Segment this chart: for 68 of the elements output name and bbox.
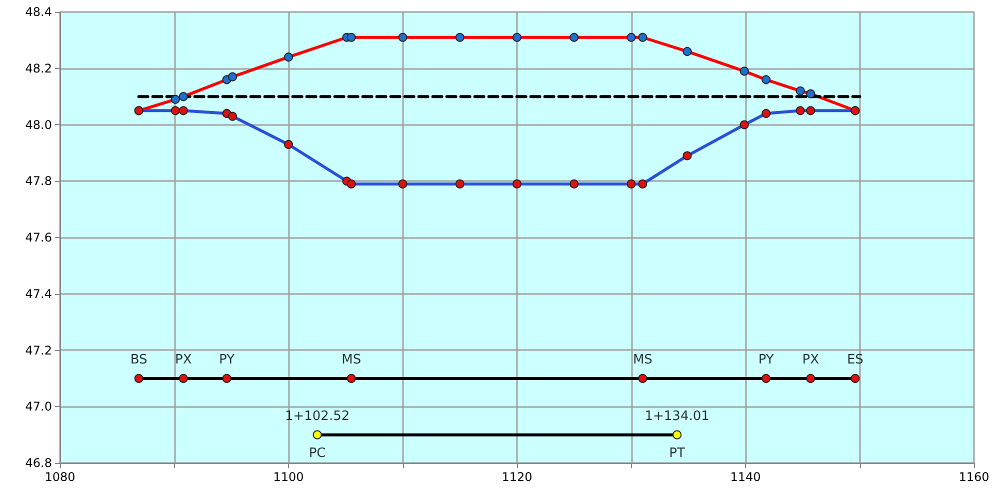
point — [284, 52, 293, 62]
y-tick-label: 47.2 — [25, 343, 52, 358]
point — [762, 374, 771, 383]
point — [570, 179, 579, 188]
point — [222, 374, 232, 383]
y-tick-label: 47.8 — [25, 174, 52, 188]
point — [228, 112, 238, 121]
point — [346, 179, 356, 188]
point — [638, 374, 648, 383]
annotation: BS — [130, 352, 148, 368]
point — [762, 75, 771, 84]
x-tick-label: 1140 — [730, 470, 761, 484]
point — [455, 32, 464, 42]
point — [512, 179, 522, 188]
x-tick-label: 1080 — [44, 470, 76, 484]
point — [134, 374, 144, 383]
point — [228, 72, 238, 82]
point — [178, 92, 188, 102]
point — [455, 179, 464, 188]
annotation: PY — [219, 352, 235, 368]
point — [170, 106, 180, 116]
point — [626, 179, 636, 188]
point — [398, 179, 408, 188]
annotation: 1+134.01 — [644, 408, 710, 424]
x-tick-label: 1160 — [958, 470, 990, 484]
point — [806, 89, 816, 98]
annotation: MS — [632, 352, 652, 368]
annotation: PX — [175, 352, 192, 368]
point — [178, 374, 188, 383]
annotation: PT — [669, 446, 686, 461]
y-tick-label: 47.4 — [25, 286, 52, 301]
y-tick-label: 47.0 — [25, 400, 52, 414]
annotation: MS — [342, 352, 362, 368]
point — [638, 32, 648, 42]
point — [398, 32, 408, 42]
x-tick-label: 1100 — [273, 470, 304, 484]
point — [796, 106, 805, 116]
point — [672, 430, 682, 440]
x-tick-label: 1120 — [502, 470, 532, 484]
point — [312, 430, 322, 440]
point — [740, 66, 749, 76]
point — [512, 32, 522, 42]
point — [346, 374, 356, 383]
point — [806, 374, 816, 383]
point — [638, 179, 648, 188]
point — [806, 106, 816, 116]
point — [570, 32, 579, 42]
point — [682, 151, 692, 160]
point — [170, 94, 180, 104]
point — [850, 374, 860, 383]
point — [626, 32, 636, 42]
point — [762, 108, 771, 118]
point — [740, 120, 749, 130]
point — [178, 106, 188, 116]
y-tick-label: 46.8 — [25, 456, 52, 470]
point — [346, 32, 356, 42]
y-tick-label: 48.4 — [25, 5, 52, 19]
annotation: PX — [802, 352, 820, 368]
point — [796, 86, 805, 96]
annotation: ES — [846, 352, 864, 368]
point — [284, 140, 293, 149]
annotation: PY — [758, 352, 774, 368]
annotation: 1+102.52 — [284, 408, 350, 424]
y-tick-label: 48.0 — [25, 118, 52, 132]
annotation: PC — [308, 446, 326, 461]
y-tick-label: 47.6 — [25, 230, 52, 244]
y-tick-label: 48.2 — [25, 61, 52, 76]
point — [682, 46, 692, 56]
